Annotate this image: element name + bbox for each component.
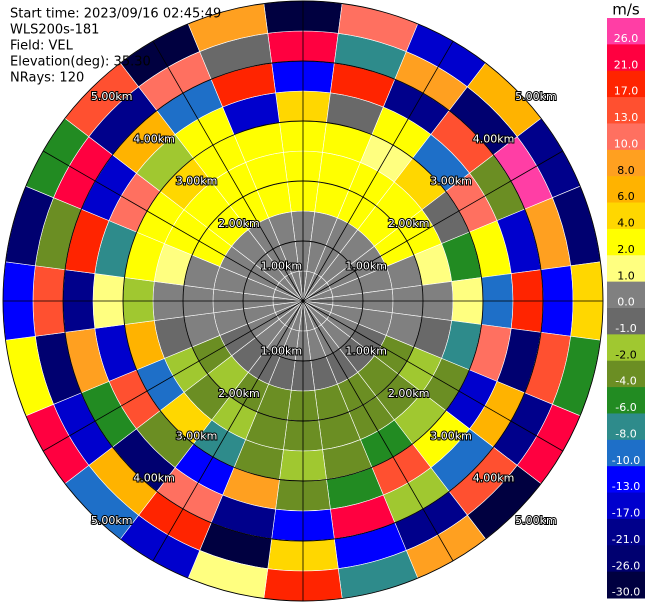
range-ring-label: 4.00km: [473, 472, 515, 485]
colorbar-tick-label: 4.0: [617, 217, 635, 230]
range-ring-label: 5.00km: [91, 90, 133, 103]
colorbar-tick-label: -8.0: [615, 427, 636, 440]
colorbar-tick-label: 6.0: [617, 190, 635, 203]
colorbar-tick-label: -4.0: [615, 375, 636, 388]
range-ring-label: 4.00km: [473, 132, 515, 145]
colorbar-tick-label: -17.0: [612, 507, 640, 520]
colorbar-cell: [607, 413, 645, 441]
colorbar-tick-label: 10.0: [614, 137, 639, 150]
colorbar-tick-label: -6.0: [615, 401, 636, 414]
colorbar-cell: [607, 97, 645, 124]
colorbar-unit: m/s: [612, 1, 640, 19]
range-ring-label: 4.00km: [133, 132, 175, 145]
range-ring-label: 2.00km: [388, 217, 430, 230]
colorbar-tick-label: -10.0: [612, 454, 640, 467]
colorbar-cell: [607, 44, 645, 72]
range-ring-label: 5.00km: [91, 514, 133, 527]
colorbar-cell: [607, 308, 645, 335]
range-ring-label: 3.00km: [176, 429, 218, 442]
colorbar-tick-label: 13.0: [614, 111, 639, 124]
elevation: Elevation(deg): 35.30: [10, 55, 151, 70]
colorbar-tick-label: -13.0: [612, 480, 640, 493]
range-ring: [242, 240, 364, 362]
colorbar-tick-label: 26.0: [614, 32, 639, 45]
colorbar-cell: [607, 439, 645, 467]
colorbar-tick-label: 17.0: [614, 85, 639, 98]
colorbar-tick-label: -26.0: [612, 559, 640, 572]
colorbar-tick-label: -21.0: [612, 533, 640, 546]
range-ring-label: 3.00km: [430, 175, 472, 188]
colorbar-cell: [607, 360, 645, 388]
colorbar-cell: [607, 228, 645, 256]
range-ring-label: 1.00km: [261, 344, 303, 357]
nrays: NRays: 120: [10, 71, 84, 86]
range-ring-label: 2.00km: [388, 387, 430, 400]
start-time: Start time: 2023/09/16 02:45:49: [10, 7, 221, 22]
colorbar-tick-label: 0.0: [617, 296, 635, 309]
range-ring-label: 3.00km: [176, 175, 218, 188]
colorbar-tick-label: 1.0: [617, 269, 635, 282]
colorbar-cell: [607, 466, 645, 494]
range-ring: [122, 120, 484, 482]
colorbar-tick-label: -2.0: [615, 348, 636, 361]
range-ring-label: 4.00km: [133, 472, 175, 485]
overlay: 1.00km 1.00km 1.00km 1.00km 2.00km 2.00km 2.00…: [2, 0, 604, 602]
range-ring-label: 1.00km: [345, 260, 387, 273]
colorbar-cell: [607, 255, 645, 283]
range-ring: [62, 60, 544, 542]
colorbar-cell: [607, 149, 645, 177]
colorbar-tick-label: -30.0: [612, 586, 640, 599]
colorbar-cell: [607, 545, 645, 573]
range-ring-label: 1.00km: [345, 344, 387, 357]
colorbar: 26.0 21.0 17.0 13.0 10.0 8.0 6.0 4.0 2.0 1.0 0.0 -1…: [607, 18, 645, 599]
colorbar-cell: [607, 176, 645, 204]
colorbar-tick-label: -1.0: [615, 322, 636, 335]
colorbar-tick-label: 21.0: [614, 58, 639, 71]
colorbar-cell: [607, 202, 645, 230]
colorbar-cell: [607, 334, 645, 362]
colorbar-cell: [607, 281, 645, 309]
colorbar-cell: [607, 571, 645, 599]
field: Field: VEL: [10, 39, 74, 54]
colorbar-cell: [607, 518, 645, 546]
colorbar-cell: [607, 123, 645, 151]
colorbar-tick-label: 2.0: [617, 243, 635, 256]
range-ring-label: 2.00km: [218, 217, 260, 230]
colorbar-cell: [607, 492, 645, 520]
colorbar-cell: [607, 18, 645, 45]
range-ring-label: 5.00km: [515, 514, 557, 527]
range-ring: [182, 180, 424, 422]
range-ring-label: 2.00km: [218, 387, 260, 400]
range-ring: [2, 0, 604, 602]
radar-field: [2, 0, 604, 602]
site: WLS200s-181: [10, 23, 99, 38]
range-ring-label: 1.00km: [261, 260, 303, 273]
colorbar-tick-label: 8.0: [617, 164, 635, 177]
radial-line: [152, 40, 454, 562]
range-ring-label: 3.00km: [430, 429, 472, 442]
colorbar-cell: [607, 70, 645, 98]
colorbar-cell: [607, 387, 645, 414]
range-ring-label: 5.00km: [515, 90, 557, 103]
